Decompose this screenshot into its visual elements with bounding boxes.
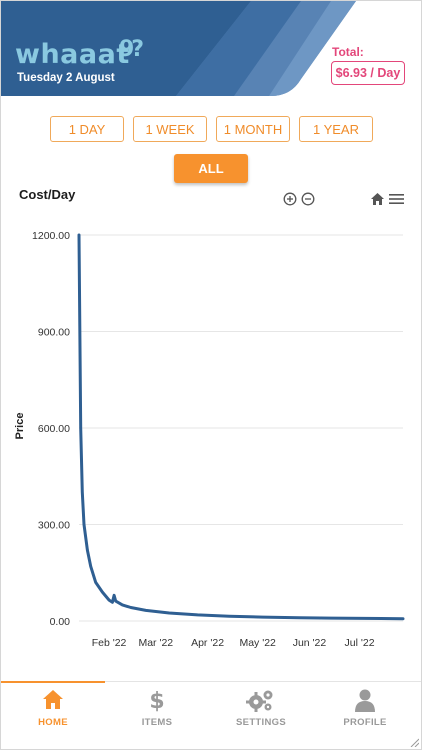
y-tick-label: 0.00 bbox=[50, 616, 71, 628]
y-tick-label: 600.00 bbox=[38, 423, 70, 435]
nav-home-label: HOME bbox=[38, 717, 68, 728]
y-tick-label: 900.00 bbox=[38, 327, 70, 339]
y-tick-label: 1200.00 bbox=[32, 230, 70, 242]
x-tick-label: Mar '22 bbox=[138, 637, 173, 649]
x-tick-label: Apr '22 bbox=[191, 637, 224, 649]
dollar-icon: $ bbox=[149, 689, 164, 712]
active-tab-indicator bbox=[1, 681, 105, 683]
nav-settings-label: SETTINGS bbox=[236, 717, 286, 728]
x-tick-label: Jul '22 bbox=[345, 637, 375, 649]
nav-settings[interactable]: SETTINGS bbox=[209, 682, 313, 749]
header-background bbox=[1, 1, 421, 96]
nav-home[interactable]: HOME bbox=[1, 682, 105, 749]
resize-handle-icon[interactable] bbox=[409, 737, 419, 747]
range-1-year-button[interactable]: 1 YEAR bbox=[299, 116, 373, 142]
app-header: whaaat 9? Tuesday 2 August Total: $6.93 … bbox=[1, 1, 421, 101]
range-1-week-button[interactable]: 1 WEEK bbox=[133, 116, 207, 142]
nav-profile[interactable]: PROFILE bbox=[313, 682, 417, 749]
logo-text: whaaat bbox=[15, 39, 130, 70]
nav-items-label: ITEMS bbox=[141, 717, 173, 728]
x-tick-label: May '22 bbox=[239, 637, 276, 649]
cost-per-day-chart: 1200.00 900.00 600.00 300.00 0.00 Feb '22 Mar… bbox=[14, 230, 405, 649]
total-label: Total: bbox=[332, 45, 364, 59]
svg-text:$: $ bbox=[149, 689, 164, 712]
range-1-day-button[interactable]: 1 DAY bbox=[50, 116, 124, 142]
total-value-badge: $6.93 / Day bbox=[331, 61, 405, 85]
gears-icon bbox=[246, 690, 273, 712]
cost-series-line bbox=[77, 233, 405, 621]
y-tick-label: 300.00 bbox=[38, 520, 70, 532]
logo-mark: 9? bbox=[119, 37, 144, 62]
home-icon bbox=[43, 690, 63, 709]
zoom-out-icon[interactable] bbox=[301, 192, 315, 206]
chart-title: Cost/Day bbox=[19, 187, 76, 202]
x-tick-label: Jun '22 bbox=[293, 637, 327, 649]
nav-items[interactable]: $ ITEMS bbox=[105, 682, 209, 749]
hamburger-menu-icon[interactable] bbox=[389, 193, 404, 205]
x-tick-label: Feb '22 bbox=[92, 637, 127, 649]
current-date: Tuesday 2 August bbox=[17, 72, 115, 84]
user-icon bbox=[355, 689, 375, 712]
range-all-button[interactable]: ALL bbox=[174, 154, 248, 183]
zoom-in-icon[interactable] bbox=[283, 192, 297, 206]
y-axis-label: Price bbox=[14, 413, 26, 440]
home-icon[interactable] bbox=[370, 192, 385, 206]
range-1-month-button[interactable]: 1 MONTH bbox=[216, 116, 290, 142]
nav-profile-label: PROFILE bbox=[343, 717, 387, 728]
bottom-navigation: HOME $ ITEMS S bbox=[1, 681, 421, 749]
